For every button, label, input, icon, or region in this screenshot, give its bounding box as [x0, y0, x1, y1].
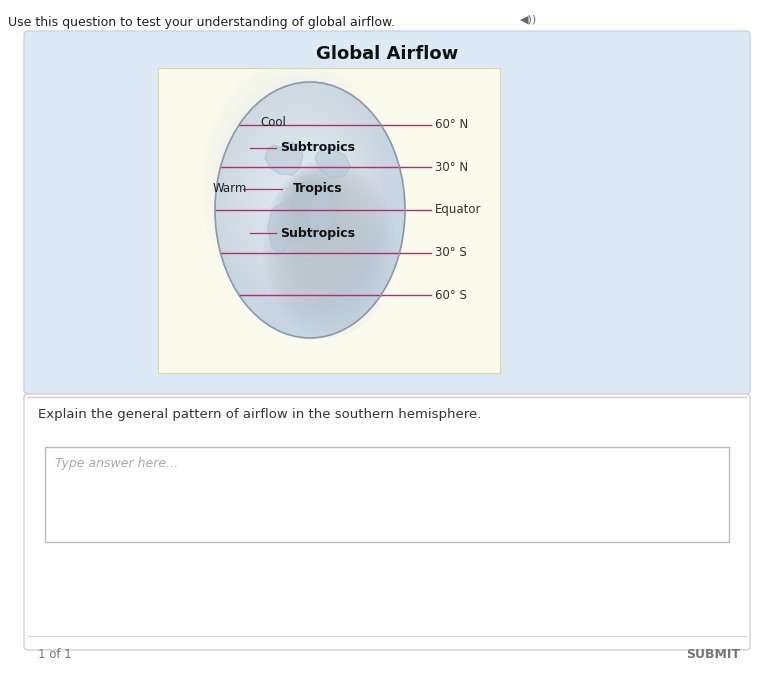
Text: Type answer here...: Type answer here...: [55, 457, 178, 470]
Text: 30° S: 30° S: [435, 246, 467, 259]
Text: Subtropics: Subtropics: [280, 141, 355, 154]
Text: Equator: Equator: [435, 204, 481, 217]
Ellipse shape: [245, 120, 362, 277]
Ellipse shape: [277, 166, 341, 252]
Ellipse shape: [265, 149, 349, 261]
Text: ◀)): ◀)): [520, 14, 537, 24]
Ellipse shape: [209, 68, 385, 306]
Ellipse shape: [217, 80, 380, 300]
Text: 30° N: 30° N: [435, 161, 468, 174]
Ellipse shape: [257, 137, 354, 268]
Ellipse shape: [213, 73, 383, 303]
FancyBboxPatch shape: [24, 394, 750, 650]
Ellipse shape: [225, 91, 375, 293]
Text: Warm: Warm: [213, 182, 248, 195]
Ellipse shape: [200, 56, 391, 312]
Polygon shape: [268, 200, 296, 252]
Ellipse shape: [215, 82, 405, 338]
Text: Cool: Cool: [260, 116, 286, 129]
Polygon shape: [308, 188, 334, 238]
Ellipse shape: [273, 160, 344, 255]
Ellipse shape: [233, 102, 370, 287]
FancyBboxPatch shape: [24, 31, 750, 394]
Text: Explain the general pattern of airflow in the southern hemisphere.: Explain the general pattern of airflow i…: [38, 408, 481, 421]
Text: 60° N: 60° N: [435, 118, 468, 131]
Text: Tropics: Tropics: [293, 182, 343, 195]
Ellipse shape: [221, 85, 378, 296]
Ellipse shape: [269, 154, 346, 258]
Text: Global Airflow: Global Airflow: [316, 45, 458, 63]
Polygon shape: [315, 148, 350, 178]
Ellipse shape: [205, 62, 388, 309]
Ellipse shape: [249, 126, 359, 274]
FancyBboxPatch shape: [45, 447, 729, 542]
Ellipse shape: [262, 143, 351, 264]
Text: 1 of 1: 1 of 1: [38, 648, 72, 661]
Polygon shape: [265, 142, 303, 175]
FancyBboxPatch shape: [158, 68, 500, 373]
Text: SUBMIT: SUBMIT: [686, 648, 740, 661]
Ellipse shape: [229, 97, 372, 290]
Text: Subtropics: Subtropics: [280, 227, 355, 240]
Ellipse shape: [253, 131, 357, 271]
Text: Use this question to test your understanding of global airflow.: Use this question to test your understan…: [8, 16, 395, 29]
Ellipse shape: [237, 108, 367, 283]
Ellipse shape: [241, 114, 365, 281]
Text: 60° S: 60° S: [435, 289, 467, 302]
